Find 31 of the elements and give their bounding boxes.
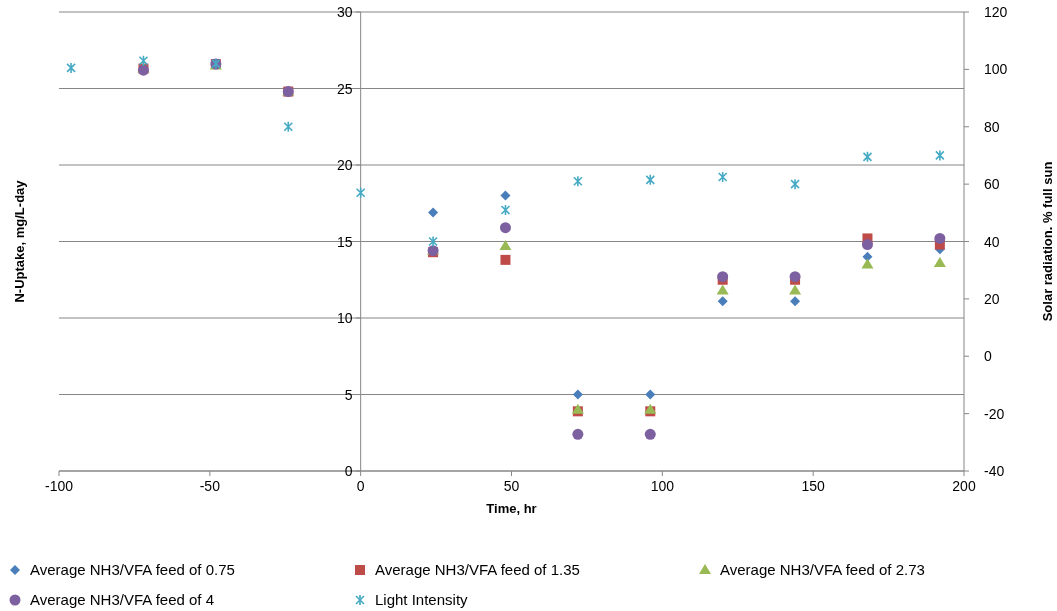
y2-tick-label: 0 [984, 348, 992, 365]
y2-tick-label: -20 [984, 405, 1005, 422]
x-tick-label: 150 [801, 478, 826, 494]
y-axis-title: N-Uptake, mg/L-day [12, 179, 27, 303]
legend-label: Average NH3/VFA feed of 4 [30, 591, 215, 608]
x-tick-label: 0 [356, 478, 365, 494]
x-tick-label: 50 [503, 478, 520, 494]
y2-axis-title: Solar radiation. % full sun [1040, 161, 1055, 322]
y2-tick-label: 60 [984, 176, 1000, 193]
y2-tick-label: 20 [984, 290, 1000, 307]
y2-tick-label: -40 [984, 463, 1005, 479]
x-axis-title: Time, hr [486, 501, 537, 516]
y-tick-label: 20 [337, 157, 353, 173]
y-tick-label: 15 [337, 233, 353, 250]
y2-tick-label: 40 [984, 233, 1000, 250]
legend-label: Light Intensity [375, 591, 469, 608]
y-tick-label: 5 [344, 386, 353, 403]
y2-tick-label: 80 [984, 118, 1000, 135]
legend-label: Average NH3/VFA feed of 2.73 [720, 561, 925, 578]
y-tick-label: 25 [337, 80, 353, 97]
x-tick-label: 100 [650, 478, 675, 494]
y2-tick-label: 100 [984, 61, 1008, 78]
legend-label: Average NH3/VFA feed of 0.75 [30, 561, 235, 578]
y-tick-label: 0 [344, 463, 353, 479]
y-tick-label: 10 [337, 310, 353, 326]
y2-tick-label: 120 [984, 4, 1008, 20]
x-tick-label: -100 [44, 478, 74, 494]
x-tick-label: 200 [952, 478, 976, 494]
legend-label: Average NH3/VFA feed of 1.35 [375, 561, 580, 578]
y-tick-label: 30 [337, 4, 353, 20]
x-tick-label: -50 [199, 478, 221, 494]
